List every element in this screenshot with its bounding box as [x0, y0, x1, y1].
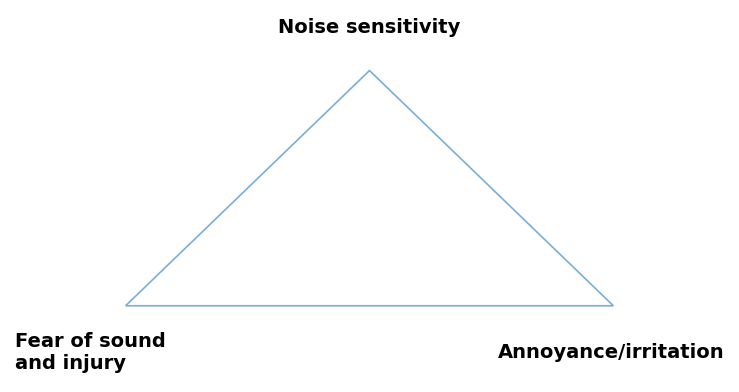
Text: Noise sensitivity: Noise sensitivity	[279, 18, 460, 37]
Text: Fear of sound
and injury: Fear of sound and injury	[15, 332, 166, 373]
Text: Annoyance/irritation: Annoyance/irritation	[497, 343, 724, 362]
